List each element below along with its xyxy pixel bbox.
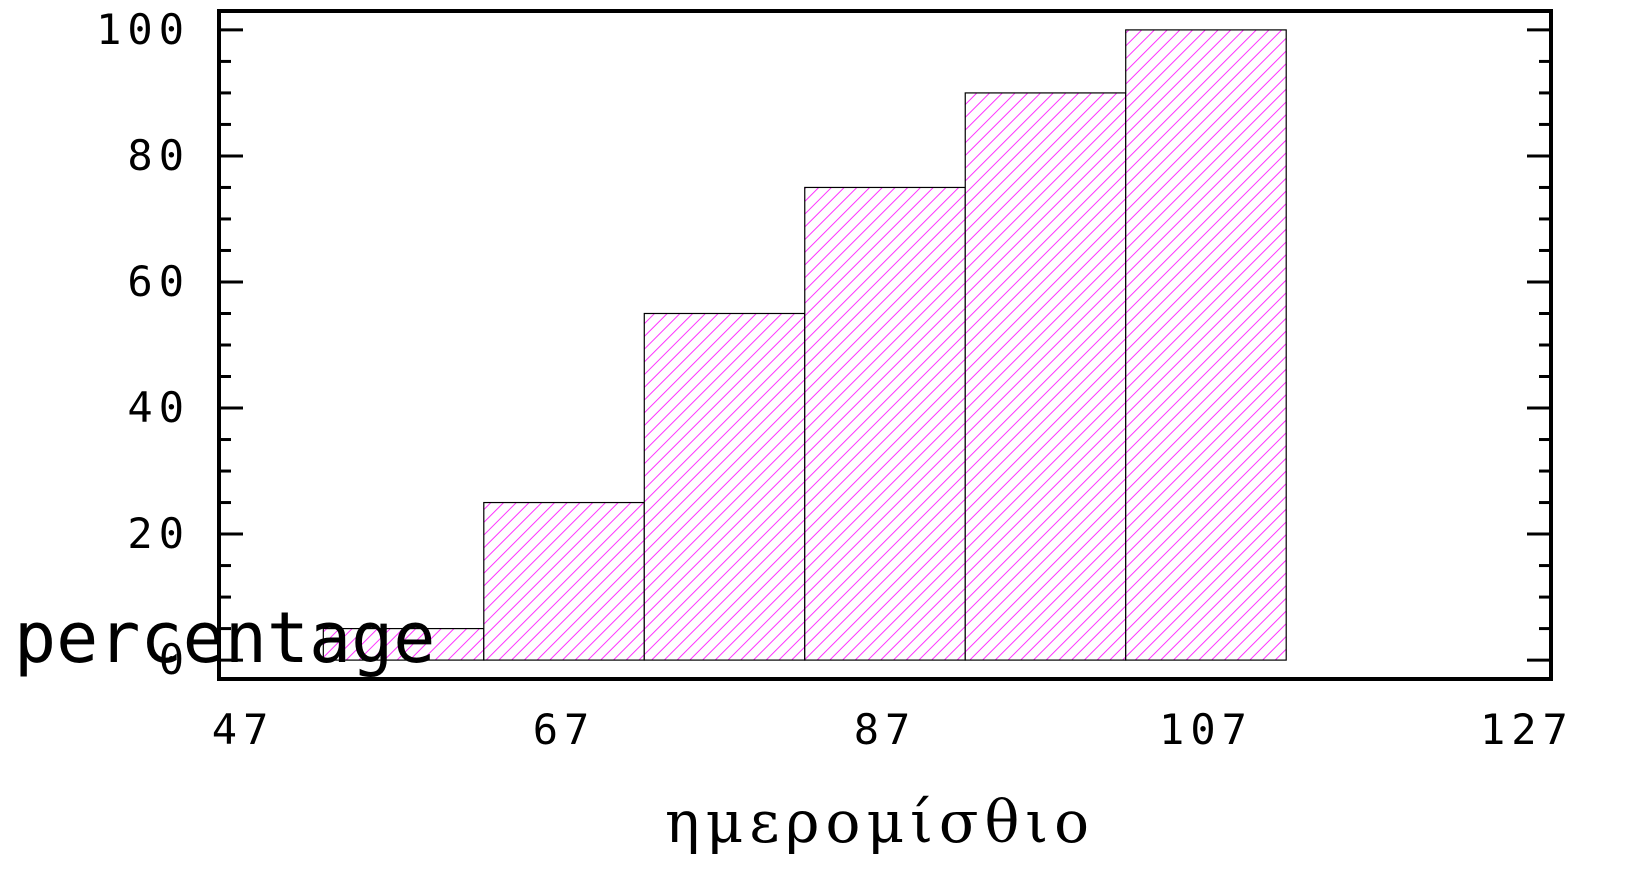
bar-1	[483, 501, 645, 661]
bar-5	[1125, 29, 1287, 661]
x-tick-label: 127	[1480, 705, 1574, 754]
x-axis-title: ημερομίσθιο	[665, 788, 1095, 856]
bar-4	[964, 92, 1127, 661]
bar-0	[322, 627, 485, 661]
x-tick-labels: 47 67 87 107 127	[212, 705, 1574, 754]
x-tick-label: 107	[1159, 705, 1253, 754]
y-tick-label: 80	[127, 131, 190, 180]
x-tick-label: 87	[854, 705, 917, 754]
y-tick-label: 40	[127, 383, 190, 432]
y-tick-label: 100	[96, 5, 190, 54]
y-tick-labels: 0 20 40 60 80 100	[96, 5, 190, 684]
y-axis-title: percentage	[14, 597, 435, 679]
bars-group	[322, 29, 1287, 661]
y-tick-marks	[219, 28, 1551, 662]
y-tick-label: 60	[127, 257, 190, 306]
y-tick-label: 20	[127, 509, 190, 558]
y-tick-label: 0	[159, 635, 190, 684]
bar-3	[804, 186, 966, 661]
bar-2	[643, 312, 806, 661]
x-tick-label: 47	[212, 705, 275, 754]
x-tick-label: 67	[533, 705, 596, 754]
